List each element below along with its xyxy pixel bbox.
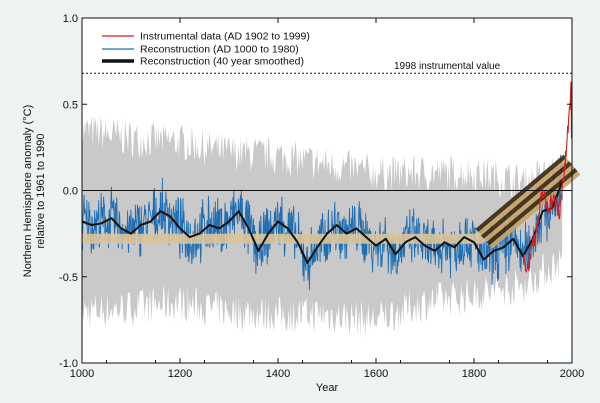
blade-stripe bbox=[481, 161, 572, 239]
hockey-stick-blade bbox=[475, 154, 581, 249]
x-axis-ticks: 1000 1200 1400 1600 1800 2000 bbox=[70, 18, 584, 380]
instrumental-line bbox=[523, 81, 573, 274]
blade-stripe bbox=[478, 157, 570, 236]
y-tick-label: -0.5 bbox=[59, 272, 78, 284]
y-tick-label: 1.0 bbox=[63, 13, 78, 25]
y-axis-title-line1: Northern Hemisphere anomaly (°C) bbox=[22, 105, 34, 278]
instrumental-value-label: 1998 instrumental value bbox=[394, 61, 501, 72]
instrumental-series bbox=[523, 81, 573, 274]
legend-label-smoothed: Reconstruction (40 year smoothed) bbox=[140, 56, 304, 68]
y-axis-title-line2: relative to 1961 to 1990 bbox=[35, 134, 47, 249]
x-axis-title: Year bbox=[316, 382, 339, 394]
hockey-stick-shaft bbox=[82, 233, 484, 244]
legend-label-reconstruction: Reconstruction (AD 1000 to 1980) bbox=[140, 44, 299, 56]
y-tick-label: 0.5 bbox=[63, 99, 78, 111]
blade-stripe bbox=[483, 164, 575, 243]
y-tick-label: 0.0 bbox=[63, 186, 78, 198]
legend: Instrumental data (AD 1902 to 1999) Reco… bbox=[102, 31, 310, 68]
smoothed-line bbox=[81, 181, 564, 264]
blade-stripe bbox=[475, 154, 567, 233]
smoothed-series bbox=[81, 181, 564, 264]
blade-stripe bbox=[486, 167, 578, 246]
x-tick-label: 1600 bbox=[364, 368, 388, 380]
y-tick-label: -1.0 bbox=[59, 358, 78, 370]
x-tick-label: 1000 bbox=[70, 368, 94, 380]
y-axis-ticks: -1.0 -0.5 0.0 0.5 1.0 bbox=[59, 13, 572, 370]
hockey-stick-overlay bbox=[82, 154, 581, 249]
x-tick-label: 1800 bbox=[462, 368, 486, 380]
x-tick-label: 1200 bbox=[168, 368, 192, 380]
legend-label-instrumental: Instrumental data (AD 1902 to 1999) bbox=[140, 31, 310, 43]
x-tick-label: 2000 bbox=[560, 368, 584, 380]
x-tick-label: 1400 bbox=[266, 368, 290, 380]
